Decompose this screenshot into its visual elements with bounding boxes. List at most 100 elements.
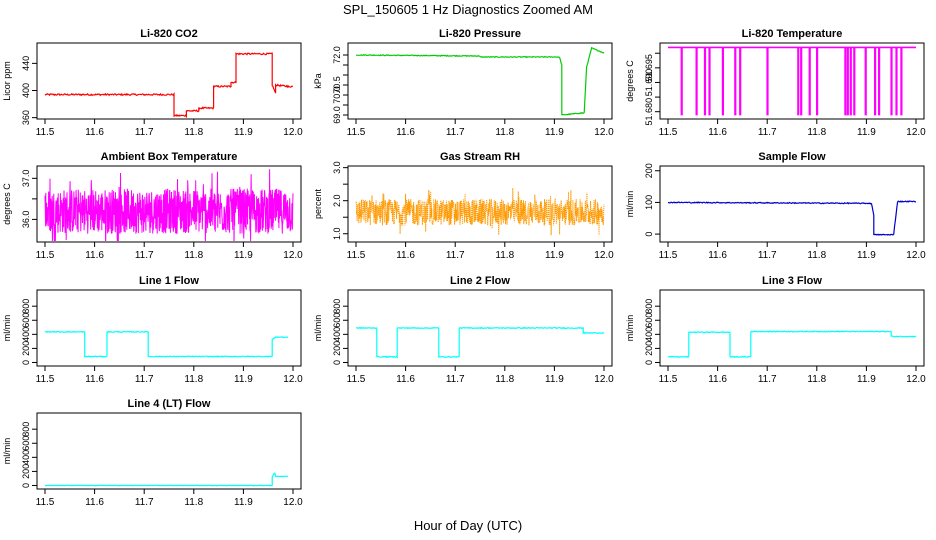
panel-7: Line 1 Flow 11.5 11.6 11.7 11.8 11.9 12.0 0 2004… <box>2 275 303 385</box>
panel-8: Line 2 Flow 11.5 11.6 11.7 11.8 11.9 12.0 0 2004… <box>313 275 614 385</box>
x-tick-label: 11.6 <box>708 127 727 138</box>
y-tick-label: 70.5 <box>332 76 342 94</box>
x-tick-label: 11.5 <box>36 497 55 508</box>
y-axis-label: Licor ppm <box>2 61 12 101</box>
x-tick-label: 11.7 <box>135 250 154 261</box>
y-tick-label: 2.0 <box>332 194 342 207</box>
panel-6: Sample Flow 11.5 11.6 11.7 11.8 11.9 12.0 0 100 2… <box>625 151 926 261</box>
x-tick-label: 11.5 <box>36 374 55 385</box>
y-tick-label: 800 <box>21 299 31 314</box>
y-tick-label: 400 <box>21 327 31 342</box>
panel-frame <box>347 289 613 367</box>
x-axis-title: Hour of Day (UTC) <box>413 518 523 533</box>
panel-frame <box>347 42 613 120</box>
y-tick-label: 51.680 <box>644 98 654 126</box>
panel-title: Line 1 Flow <box>139 275 199 287</box>
y-tick-label: 440 <box>21 56 31 71</box>
panel-2: Li-820 Pressure 11.5 11.6 11.7 11.8 11.9 12.0 6… <box>313 28 614 138</box>
x-tick-label: 11.8 <box>184 127 203 138</box>
y-tick-label: 200 <box>21 341 31 356</box>
x-tick-label: 12.0 <box>283 497 303 508</box>
y-tick-label: 200 <box>644 163 654 178</box>
series-line <box>44 52 294 118</box>
x-tick-label: 11.7 <box>758 374 777 385</box>
panel-title: Line 2 Flow <box>450 275 510 287</box>
panel-9: Line 3 Flow 11.5 11.6 11.7 11.8 11.9 12.0 0 2004… <box>625 275 926 385</box>
x-tick-label: 11.5 <box>36 127 55 138</box>
series-line <box>44 330 289 358</box>
y-tick-label: 600 <box>644 313 654 328</box>
y-tick-label: 3.0 <box>332 161 342 174</box>
y-tick-label: 1.0 <box>332 227 342 240</box>
panel-frame <box>659 42 925 120</box>
x-tick-label: 11.9 <box>234 497 253 508</box>
x-tick-label: 11.6 <box>396 250 415 261</box>
x-tick-label: 11.6 <box>85 250 104 261</box>
x-tick-label: 11.8 <box>807 374 826 385</box>
x-tick-label: 11.8 <box>495 374 514 385</box>
y-tick-label: 0 <box>644 360 654 365</box>
y-tick-label: 200 <box>644 341 654 356</box>
x-tick-label: 11.9 <box>234 374 253 385</box>
panel-10: Line 4 (LT) Flow 11.5 11.6 11.7 11.8 11.9 12.0… <box>2 398 303 508</box>
y-tick-label: 400 <box>21 83 31 98</box>
x-tick-label: 11.9 <box>545 127 564 138</box>
x-tick-label: 11.8 <box>807 127 826 138</box>
x-tick-label: 11.6 <box>396 374 415 385</box>
x-tick-label: 11.6 <box>708 374 727 385</box>
panel-title: Gas Stream RH <box>440 151 520 163</box>
figure-title: SPL_150605 1 Hz Diagnostics Zoomed AM <box>342 2 594 17</box>
y-tick-label: 0 <box>332 360 342 365</box>
x-tick-label: 11.8 <box>807 250 826 261</box>
panel-3: Li-820 Temperature 11.5 11.6 11.7 11.8 11.9 12… <box>625 28 926 138</box>
panel-title: Li-820 Temperature <box>742 28 843 40</box>
x-tick-label: 11.8 <box>495 127 514 138</box>
y-tick-label: 69.0 <box>332 106 342 124</box>
y-axis-label: ml/min <box>625 315 635 342</box>
y-tick-label: 600 <box>332 313 342 328</box>
x-tick-label: 11.5 <box>659 374 678 385</box>
x-tick-label: 12.0 <box>594 250 614 261</box>
y-tick-label: 36.0 <box>21 211 31 229</box>
series-line <box>355 46 605 116</box>
x-tick-label: 11.5 <box>659 127 678 138</box>
y-tick-label: 800 <box>21 422 31 437</box>
series-line <box>356 326 605 359</box>
x-tick-label: 11.5 <box>659 250 678 261</box>
panel-frame <box>347 165 613 243</box>
x-tick-label: 12.0 <box>283 127 303 138</box>
x-tick-label: 11.8 <box>184 497 203 508</box>
x-tick-label: 11.7 <box>446 374 465 385</box>
panel-frame <box>36 165 302 243</box>
x-tick-label: 11.8 <box>184 250 203 261</box>
panel-4: Ambient Box Temperature 11.5 11.6 11.7 11.8 1… <box>2 151 303 261</box>
x-tick-label: 11.9 <box>545 374 564 385</box>
y-tick-label: 100 <box>644 195 654 210</box>
x-tick-label: 11.9 <box>857 127 876 138</box>
series-line <box>668 46 916 116</box>
y-tick-label: 800 <box>332 299 342 314</box>
series-line <box>667 200 916 236</box>
y-tick-label: 400 <box>21 450 31 465</box>
y-axis-label: ml/min <box>313 315 323 342</box>
y-tick-label: 0 <box>644 232 654 237</box>
y-tick-label: 51.690 <box>644 69 654 97</box>
x-tick-label: 11.6 <box>85 127 104 138</box>
x-tick-label: 11.5 <box>347 374 366 385</box>
series-line <box>667 330 917 359</box>
x-tick-label: 12.0 <box>283 250 303 261</box>
y-axis-label: degrees C <box>625 60 635 102</box>
y-tick-label: 800 <box>644 299 654 314</box>
x-tick-label: 11.6 <box>85 497 104 508</box>
series-line <box>44 169 294 241</box>
panel-title: Li-820 CO2 <box>140 28 197 40</box>
x-tick-label: 11.5 <box>347 250 366 261</box>
x-tick-label: 11.6 <box>85 374 104 385</box>
x-tick-label: 12.0 <box>283 374 303 385</box>
y-axis-label: degrees C <box>2 183 12 225</box>
y-axis-label: percent <box>313 188 323 219</box>
panel-frame <box>659 289 925 367</box>
x-tick-label: 11.6 <box>396 127 415 138</box>
x-tick-label: 11.9 <box>857 250 876 261</box>
panel-frame <box>36 289 302 367</box>
